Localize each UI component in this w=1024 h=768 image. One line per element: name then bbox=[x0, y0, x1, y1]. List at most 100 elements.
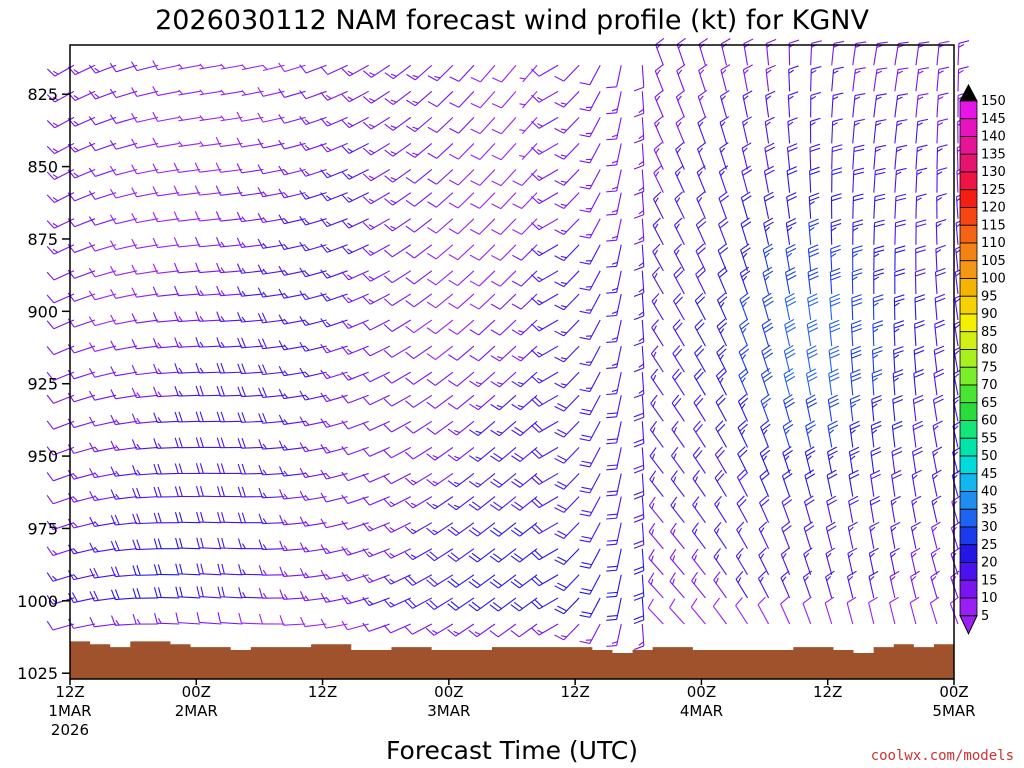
wind-barb bbox=[427, 90, 454, 108]
wind-barb bbox=[846, 570, 857, 599]
wind-barb bbox=[893, 294, 905, 321]
wind-barb bbox=[279, 615, 306, 626]
wind-barb bbox=[851, 294, 863, 321]
wind-barb bbox=[825, 547, 836, 575]
ground-surface bbox=[70, 641, 954, 679]
wind-barb bbox=[194, 162, 222, 173]
wind-barb bbox=[852, 67, 866, 92]
wind-barb bbox=[132, 487, 159, 499]
colorbar-swatch bbox=[959, 526, 978, 546]
wind-barb bbox=[889, 547, 900, 575]
wind-barb bbox=[831, 118, 843, 144]
wind-barb bbox=[692, 496, 706, 523]
wind-barb bbox=[650, 394, 664, 422]
wind-barb bbox=[88, 190, 117, 200]
wind-barb bbox=[152, 312, 180, 323]
colorbar-label: 100 bbox=[981, 272, 1006, 287]
wind-barb bbox=[715, 420, 727, 448]
x-tick-label: 12Z bbox=[560, 683, 589, 701]
wind-barb bbox=[785, 218, 797, 245]
wind-barb bbox=[278, 62, 306, 73]
wind-barb bbox=[491, 90, 517, 109]
wind-barb bbox=[215, 211, 243, 222]
wind-barb bbox=[448, 218, 475, 235]
wind-barb bbox=[152, 137, 180, 148]
wind-barb bbox=[320, 318, 348, 328]
wind-barb bbox=[257, 312, 285, 324]
wind-barb bbox=[489, 623, 517, 638]
wind-barb bbox=[258, 588, 285, 599]
wind-barb bbox=[131, 138, 159, 149]
wind-barb bbox=[889, 570, 900, 599]
wind-barb bbox=[554, 143, 580, 160]
wind-barb bbox=[449, 90, 475, 108]
wind-barb bbox=[695, 217, 707, 245]
wind-barb bbox=[216, 411, 243, 423]
wind-barb bbox=[531, 371, 559, 384]
y-tick-label: 875 bbox=[27, 230, 58, 249]
wind-barb bbox=[511, 293, 538, 310]
wind-barb bbox=[849, 394, 861, 422]
wind-barb bbox=[579, 319, 601, 340]
wind-barb bbox=[735, 597, 748, 625]
wind-barb bbox=[362, 345, 390, 357]
wind-barb bbox=[195, 262, 222, 274]
wind-barb bbox=[763, 165, 775, 193]
wind-barb bbox=[784, 267, 797, 295]
wind-barb bbox=[869, 521, 880, 549]
wind-barb bbox=[554, 394, 580, 412]
wind-barb bbox=[852, 118, 865, 144]
wind-barb bbox=[238, 564, 264, 576]
wind-barb bbox=[510, 522, 538, 537]
wind-barb bbox=[109, 88, 138, 99]
wind-barb bbox=[237, 337, 264, 349]
wind-barb bbox=[805, 394, 818, 422]
wind-barb bbox=[511, 270, 538, 287]
colorbar-swatch bbox=[959, 295, 978, 315]
wind-barb bbox=[950, 521, 961, 549]
colorbar-swatch bbox=[959, 437, 978, 457]
wind-barb bbox=[652, 243, 664, 272]
wind-barb bbox=[579, 574, 601, 595]
wind-barb bbox=[341, 116, 369, 129]
wind-barb bbox=[490, 345, 517, 362]
wind-barb bbox=[673, 292, 685, 321]
wind-barb bbox=[676, 63, 686, 92]
wind-barb bbox=[894, 67, 909, 92]
wind-barb bbox=[448, 293, 475, 310]
wind-barb bbox=[579, 421, 601, 442]
wind-barb bbox=[427, 244, 454, 260]
wind-barb bbox=[742, 90, 753, 118]
wind-barb bbox=[470, 169, 496, 186]
wind-barb bbox=[786, 166, 798, 193]
wind-barb bbox=[742, 116, 752, 144]
wind-barb bbox=[892, 395, 904, 422]
wind-barb bbox=[764, 116, 775, 144]
wind-barb bbox=[742, 64, 753, 92]
wind-barb bbox=[713, 571, 727, 599]
wind-barb bbox=[131, 61, 159, 72]
colorbar-bottom-arrow bbox=[959, 615, 978, 635]
wind-barb bbox=[893, 346, 904, 373]
wind-barb bbox=[913, 345, 925, 373]
wind-barb bbox=[648, 572, 664, 599]
wind-barb bbox=[341, 520, 369, 530]
wind-barb bbox=[195, 285, 222, 297]
wind-barb bbox=[320, 343, 348, 354]
wind-barb bbox=[426, 319, 454, 335]
colorbar-label: 80 bbox=[981, 343, 998, 358]
wind-barb bbox=[511, 371, 538, 388]
wind-barb bbox=[178, 89, 201, 96]
wind-barb bbox=[427, 143, 454, 159]
wind-barb bbox=[469, 420, 496, 436]
ground-layer bbox=[70, 641, 954, 679]
wind-barb bbox=[447, 574, 475, 588]
wind-barb bbox=[299, 167, 327, 177]
wind-barb bbox=[719, 142, 729, 170]
wind-barb bbox=[174, 463, 201, 475]
wind-barb bbox=[825, 570, 835, 599]
colorbar-swatch bbox=[959, 171, 978, 191]
wind-barb bbox=[362, 420, 390, 432]
wind-barb bbox=[279, 489, 306, 500]
wind-barb bbox=[46, 64, 75, 77]
